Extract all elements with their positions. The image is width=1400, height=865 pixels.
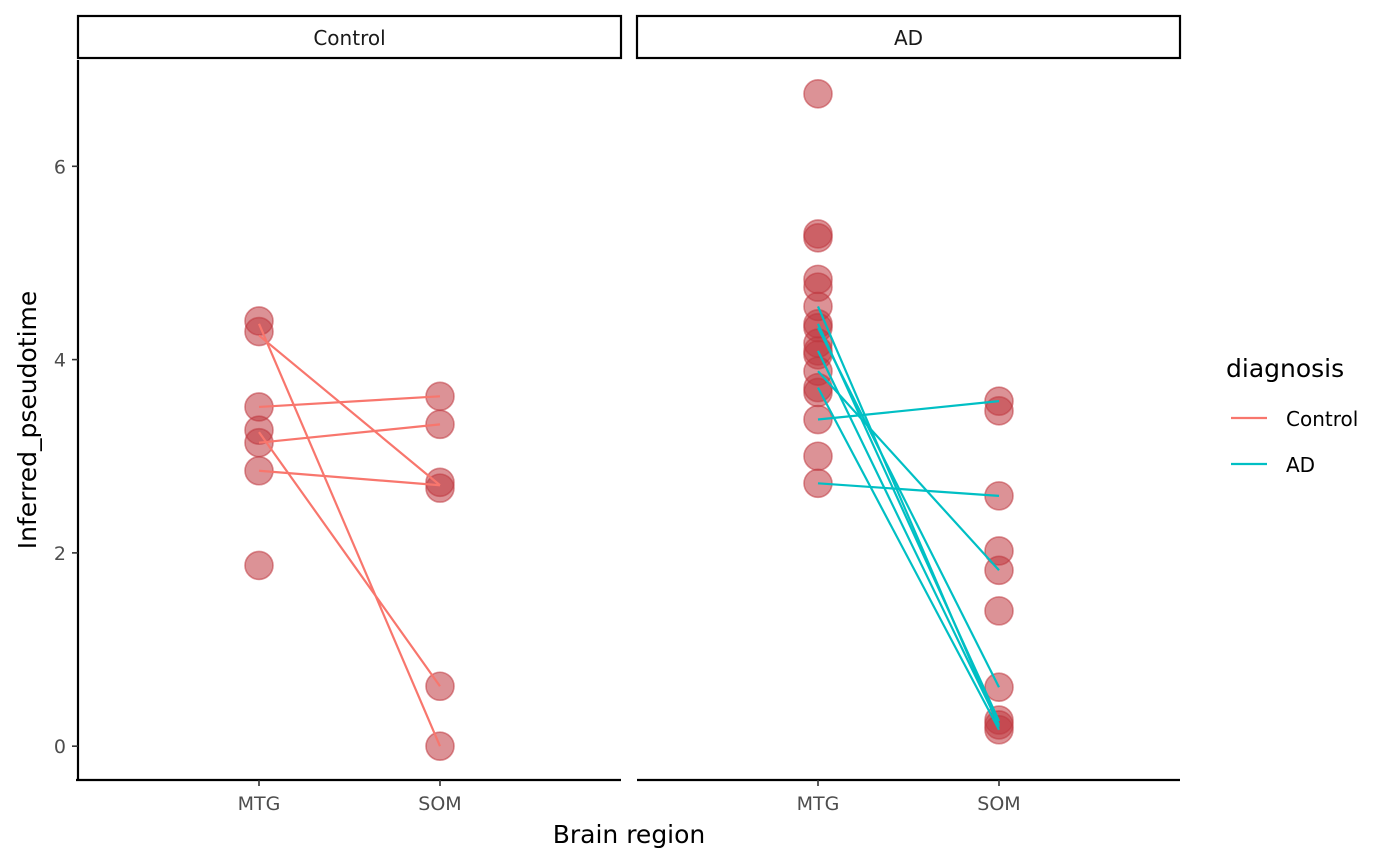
y-tick-label: 2 — [54, 543, 66, 565]
data-point — [244, 550, 274, 581]
legend-label-control: Control — [1286, 407, 1358, 431]
data-point — [244, 316, 274, 347]
data-point — [984, 596, 1014, 626]
pair-line — [258, 395, 441, 409]
pair-line — [258, 431, 441, 687]
data-point — [803, 223, 833, 253]
panel-ad: AD MTG SOM — [635, 14, 1182, 815]
data-point — [803, 79, 833, 109]
strip-label: AD — [894, 26, 923, 50]
panel-control: Control MTG SOM 0 2 4 6 — [54, 14, 623, 815]
pair-line — [817, 327, 1000, 688]
legend: diagnosis Control AD — [1226, 354, 1358, 477]
data-point — [984, 396, 1014, 426]
strip-box — [635, 14, 1182, 60]
x-tick-label: MTG — [238, 793, 281, 815]
pair-line — [257, 323, 442, 747]
data-point — [803, 441, 833, 472]
panels-layer: Control MTG SOM 0 2 4 6 AD MTG SOM — [54, 14, 1182, 815]
x-tick-label: MTG — [797, 793, 840, 815]
pair-line — [817, 400, 1000, 421]
pair-line — [817, 387, 1000, 731]
pair-line — [817, 482, 1000, 497]
x-tick-label: SOM — [977, 793, 1020, 815]
pair-line — [258, 469, 441, 487]
pair-line — [258, 334, 441, 487]
x-tick-label: SOM — [418, 793, 461, 815]
legend-label-ad: AD — [1286, 453, 1315, 477]
data-point — [425, 473, 455, 503]
y-tick-label: 0 — [54, 736, 66, 758]
legend-title: diagnosis — [1226, 354, 1344, 383]
y-axis-title: Inferred_pseudotime — [13, 291, 42, 549]
x-axis-title: Brain region — [553, 820, 706, 849]
pair-line — [258, 423, 441, 444]
y-tick-label: 4 — [54, 350, 66, 372]
strip-box — [76, 14, 623, 60]
pair-line — [817, 350, 1000, 726]
pair-line — [817, 370, 1000, 572]
y-tick-label: 6 — [54, 156, 66, 178]
strip-label: Control — [313, 26, 385, 50]
